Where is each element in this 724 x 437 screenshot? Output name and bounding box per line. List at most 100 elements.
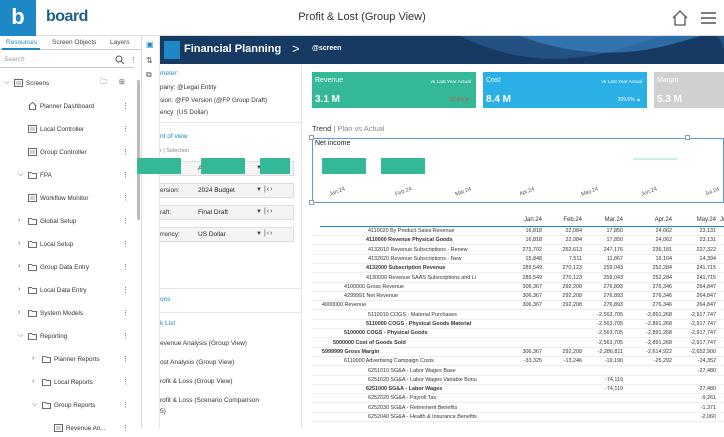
more-options-icon[interactable]: ⋮ (122, 402, 129, 409)
more-options-icon[interactable]: ⋮ (130, 57, 137, 64)
table-cell[interactable]: 16,818 (525, 228, 543, 234)
table-cell[interactable]: 273,702 (522, 246, 543, 253)
tree-item[interactable]: Workflow Monitor ⋮ (0, 191, 134, 207)
new-folder-icon[interactable]: 🗀 (100, 79, 107, 86)
tree-item[interactable]: ⌵ Reporting ⋮ (0, 329, 134, 345)
tree-item[interactable]: › Global Setup ⋮ (0, 214, 134, 230)
table-cell[interactable]: -2,286,811 (597, 348, 623, 355)
tab-plan-vs-actual[interactable]: Plan vs Actual (337, 124, 385, 133)
tree-item[interactable]: ⌵ Screens 🗀 ⊞ (0, 76, 134, 92)
more-options-icon[interactable]: ⋮ (122, 379, 129, 386)
selector-value[interactable]: US Dollar (198, 231, 226, 238)
breadcrumb-screen[interactable]: @screen (312, 45, 342, 52)
kpi-card[interactable]: Margin 5.3 M (654, 72, 724, 108)
table-cell[interactable]: -2,917,747 (690, 321, 716, 327)
table-cell[interactable]: 11,867 (606, 255, 623, 262)
table-cell[interactable]: 306,367 (522, 293, 543, 300)
chevron-right-icon[interactable]: › (32, 355, 35, 362)
table-cell[interactable]: 292,208 (562, 283, 583, 290)
home-icon[interactable] (671, 9, 689, 27)
sort-icon[interactable]: ⇅ (146, 56, 153, 65)
table-cell[interactable]: 292,208 (562, 348, 583, 355)
table-row[interactable]: 4110020 By Product Sales Revenue 16,818 22… (312, 227, 724, 236)
chart-bar[interactable] (260, 158, 290, 174)
table-cell[interactable]: -2,563,705 (597, 321, 623, 327)
tab-screen-objects[interactable]: Screen Objects (52, 39, 97, 46)
tree-item[interactable]: › Group Data Entry ⋮ (0, 260, 134, 276)
table-cell[interactable]: 276,893 (603, 293, 624, 300)
more-options-icon[interactable]: ⋮ (122, 172, 129, 179)
tree-item[interactable]: › Local Reports ⋮ (0, 375, 134, 391)
table-cell[interactable]: -2,917,747 (690, 330, 716, 337)
search-input[interactable]: Search (4, 56, 25, 63)
tab-layers[interactable]: Layers (110, 39, 130, 46)
table-cell[interactable]: -1,371 (700, 404, 716, 411)
tree-item[interactable]: › Planner Reports ⋮ (0, 352, 134, 368)
table-cell[interactable]: 292,208 (562, 302, 583, 309)
table-row[interactable]: 6251010 SG&A - Labor Wages Base -27,480 (312, 367, 724, 376)
resize-handle[interactable] (309, 200, 314, 205)
table-cell[interactable]: 306,367 (522, 283, 543, 290)
table-cell[interactable]: 23,131 (699, 237, 717, 244)
table-cell[interactable]: -27,480 (697, 367, 716, 374)
table-row[interactable]: 5000000 Cost of Goods Sold -2,563,705 -2,8… (312, 339, 724, 348)
table-row[interactable]: 4110000 Revenue Physical Goods 16,818 22,0… (312, 236, 724, 246)
resize-handle[interactable] (685, 135, 690, 140)
more-options-icon[interactable]: ⋮ (122, 310, 129, 317)
table-cell[interactable]: 264,847 (696, 283, 717, 290)
table-row[interactable]: 4299991 Net Revenue 306,367 292,208 276,893… (312, 292, 724, 302)
table-cell[interactable]: 15,848 (525, 255, 543, 262)
table-cell[interactable]: 289,549 (522, 265, 543, 272)
search-box[interactable]: Search ⋮ (0, 52, 137, 68)
dropdown-arrow-icon[interactable]: ▼ (256, 209, 262, 215)
chevron-right-icon[interactable]: › (18, 263, 21, 270)
table-row[interactable]: 5100000 COGS - Physical Goods -2,563,705 -… (312, 329, 724, 339)
table-cell[interactable]: -27,480 (697, 386, 716, 393)
selector-value[interactable]: Final Draft (198, 209, 228, 216)
table-cell[interactable]: 289,549 (522, 274, 543, 281)
selector-row[interactable]: ersion: 2024 Budget ▼ |‹› (160, 183, 294, 198)
table-cell[interactable]: 227,322 (696, 246, 717, 253)
more-options-icon[interactable]: ⋮ (122, 149, 129, 156)
column-header[interactable]: May.24 (696, 217, 716, 223)
table-cell[interactable]: 252,284 (652, 274, 673, 281)
task-profit-loss-scenario[interactable]: rofit & Loss (Scenario Comparison (160, 397, 259, 404)
table-row[interactable]: 6252030 SG&A - Retirement Benefits -1,371 (312, 404, 724, 413)
tab-resources[interactable]: Resources (6, 39, 38, 46)
kpi-card[interactable]: Revenue vs Last Year Actual 3.1 M -11.4% ▼ (312, 72, 476, 108)
net-income-chart[interactable]: Net income Jan.24 Feb.24 Mar.24 Apr.24 May.2… (137, 138, 724, 203)
tree-item[interactable]: Group Controller ⋮ (0, 145, 134, 161)
task-revenue-analysis[interactable]: evenue Analysis (Group View) (160, 340, 247, 347)
prev-next-icon[interactable]: |‹› (264, 186, 274, 193)
column-header[interactable]: Feb.24 (563, 217, 582, 223)
tree-item[interactable]: › Local Data Entry ⋮ (0, 283, 134, 299)
table-cell[interactable]: 7,511 (568, 255, 582, 262)
dropdown-arrow-icon[interactable]: ▼ (256, 165, 262, 171)
table-cell[interactable]: 241,715 (696, 265, 717, 272)
new-screen-icon[interactable]: ⊞ (119, 79, 125, 86)
table-cell[interactable]: 276,893 (603, 302, 624, 309)
chevron-right-icon[interactable]: › (18, 309, 21, 316)
panel-scrollbar[interactable] (137, 80, 140, 220)
table-cell[interactable]: -33,325 (523, 358, 542, 365)
column-header[interactable]: Jan.24 (523, 217, 542, 223)
task-profit-loss[interactable]: rofit & Loss (Group View) (160, 378, 233, 385)
table-cell[interactable]: 23,131 (699, 228, 717, 234)
more-options-icon[interactable]: ⋮ (122, 287, 129, 294)
selector-value[interactable]: 2024 Budget (198, 187, 235, 194)
chevron-right-icon[interactable]: › (18, 240, 21, 247)
table-cell[interactable]: 276,893 (603, 283, 624, 290)
kpi-card[interactable]: Cost vs Last Year Actual 8.4 M 209.6% ▲ (483, 72, 647, 108)
column-header[interactable]: Apr.24 (654, 217, 672, 223)
prev-next-icon[interactable]: |‹› (264, 230, 274, 237)
table-row[interactable]: 6252040 SG&A - Health & Insurance Benefi… (312, 413, 724, 422)
table-cell[interactable]: 22,084 (565, 228, 583, 234)
table-cell[interactable]: 276,346 (652, 293, 673, 300)
table-cell[interactable]: 306,367 (522, 302, 543, 309)
table-cell[interactable]: -2,891,268 (646, 339, 672, 346)
tree-item[interactable]: Revenue An... ⋮ (0, 421, 134, 437)
table-cell[interactable]: 247,176 (603, 246, 624, 253)
chart-bar[interactable] (633, 158, 677, 160)
column-header[interactable]: Ju (720, 217, 724, 223)
chevron-down-icon[interactable]: ⌵ (18, 171, 24, 178)
